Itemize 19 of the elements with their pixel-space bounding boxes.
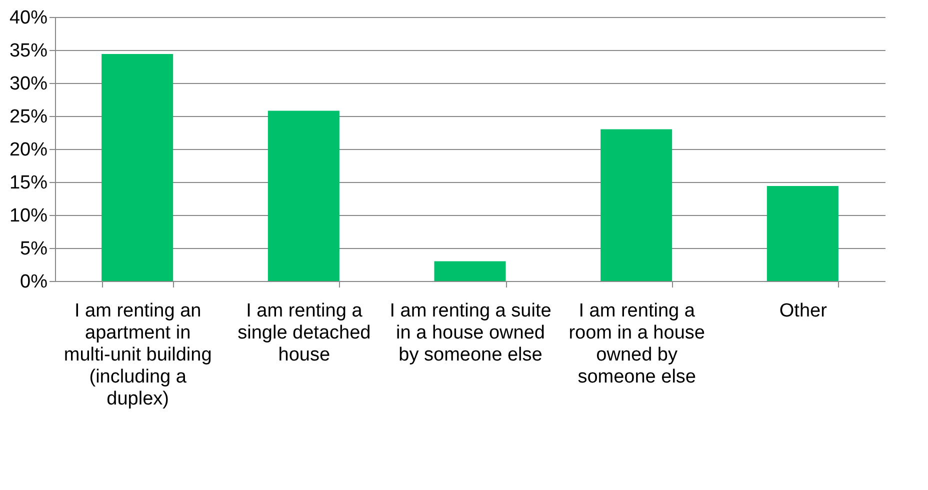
y-tick-label: 30% (9, 74, 48, 94)
y-tick-label: 35% (9, 40, 48, 62)
bar (766, 186, 838, 281)
y-tick-label: 40% (9, 8, 48, 28)
bar (600, 129, 672, 281)
bar (434, 261, 506, 281)
bar (268, 110, 340, 281)
y-tick-label: 5% (20, 238, 48, 260)
x-tick-label: I am renting a room in a house owned by someone else (568, 300, 705, 388)
y-tick-label: 20% (9, 140, 48, 160)
bar (102, 54, 174, 281)
y-tick-label: 0% (20, 272, 48, 292)
x-tick-label: I am renting a suite in a house owned by someone else (390, 300, 552, 366)
x-tick-label: Other (779, 300, 828, 322)
x-tick-label: I am renting a single detached house (238, 300, 371, 366)
y-tick-label: 15% (9, 172, 48, 194)
y-tick-label: 25% (9, 106, 48, 128)
y-tick-label: 10% (9, 206, 48, 226)
x-tick-label: I am renting an apartment in multi-unit building (including a duplex) (64, 300, 212, 410)
